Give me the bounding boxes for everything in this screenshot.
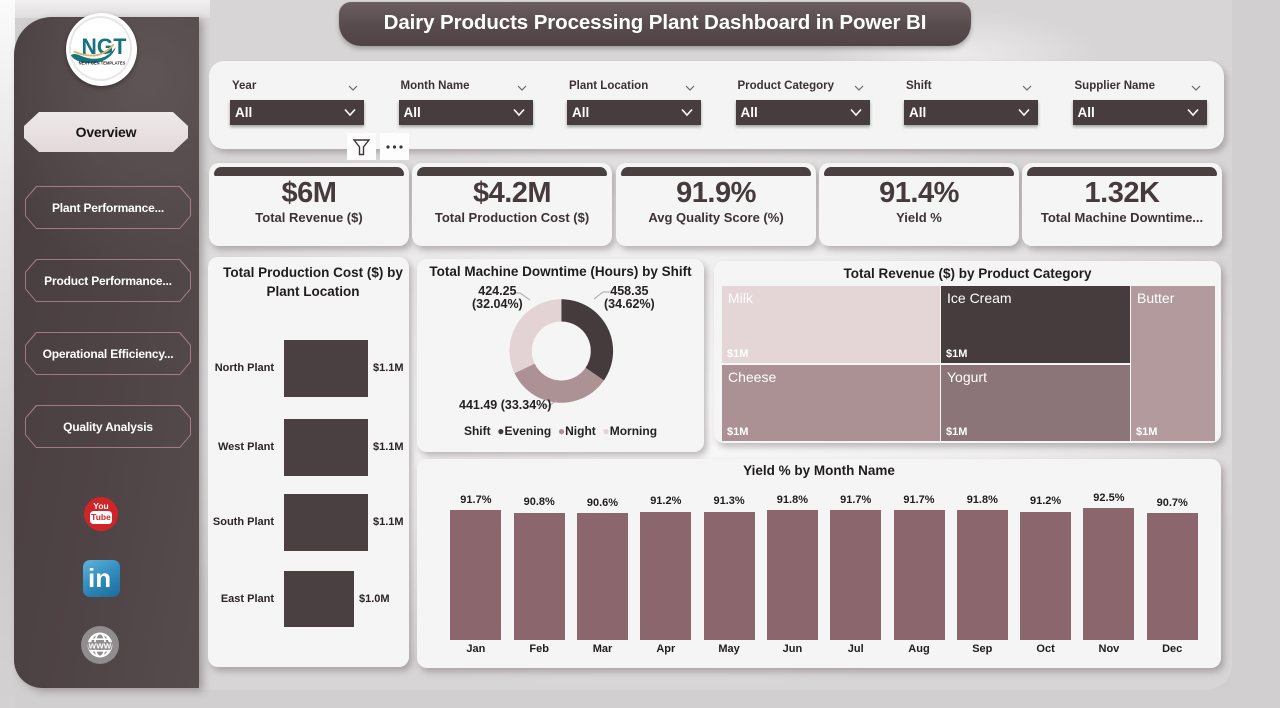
svg-text:NEXT GEN TEMPLATES: NEXT GEN TEMPLATES: [78, 60, 125, 66]
svg-text:www: www: [88, 641, 112, 652]
